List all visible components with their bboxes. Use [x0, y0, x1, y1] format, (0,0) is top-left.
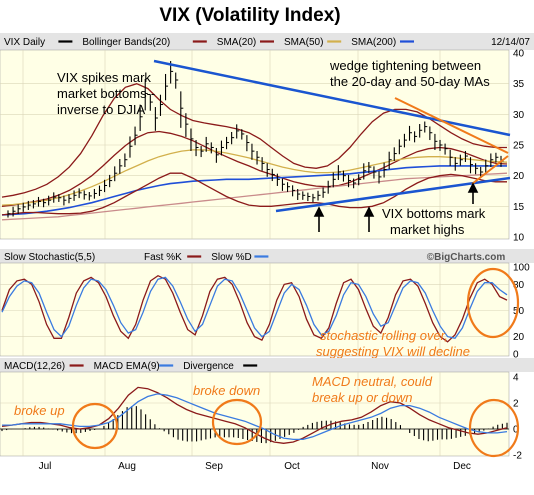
price-legend-item-3: SMA(50) — [284, 37, 323, 48]
wedge-lower-line — [471, 155, 509, 185]
annotation-stoch-2: suggesting VIX will decline — [316, 344, 470, 359]
macd-circle-broke-down — [211, 398, 263, 446]
macd-panel: MACD(12,26) MACD EMA(9) Divergence -2 0 2 4 b… — [0, 358, 534, 462]
x-axis-label-3: Oct — [284, 461, 300, 472]
x-axis-label-1: Aug — [118, 461, 136, 472]
price-ohlc-bars — [7, 61, 504, 218]
stochastic-highlight-circle — [466, 267, 520, 339]
macd-y-tick-3: 4 — [513, 373, 519, 384]
stochastic-y-tick-0: 0 — [513, 350, 519, 361]
macd-series-0 — [1, 386, 508, 444]
chart-title: VIX (Volatility Index) — [159, 5, 340, 26]
price-legend-item-4: SMA(200) — [351, 37, 396, 48]
price-series-3 — [1, 165, 507, 216]
price-y-tick-0: 10 — [513, 233, 525, 244]
macd-y-ticks: -2 0 2 4 — [513, 373, 522, 462]
price-legend-item-0: VIX Daily — [4, 37, 45, 48]
macd-legend: MACD(12,26) MACD EMA(9) Divergence — [4, 361, 258, 372]
annotation-spikes-2: market bottoms-- — [57, 86, 155, 101]
downtrend-line — [153, 59, 511, 137]
macd-circle-broke-up — [71, 402, 119, 450]
stochastic-legend-item-2: Slow %D — [211, 252, 252, 263]
price-panel-plot — [0, 49, 510, 240]
price-y-tick-5: 35 — [513, 79, 525, 90]
macd-header — [0, 358, 534, 372]
bottom-arrows — [313, 182, 479, 232]
x-axis-label-4: Nov — [371, 461, 389, 472]
annotation-spikes-3: inverse to DJIA — [57, 102, 145, 117]
stochastic-annotation: stochastic rolling over, suggesting VIX … — [316, 328, 470, 359]
stochastic-legend: Slow Stochastic(5,5) Fast %K Slow %D — [4, 252, 269, 263]
annotation-macd-neutral-2: break up or down — [312, 390, 412, 405]
macd-legend-item-2: Divergence — [183, 361, 234, 372]
price-y-tick-6: 40 — [513, 49, 525, 60]
price-legend: VIX Daily Bollinger Bands(20) SMA(20) SMA(5… — [4, 37, 530, 48]
macd-legend-item-1: MACD EMA(9) — [94, 361, 160, 372]
macd-series — [1, 386, 508, 444]
stochastic-y-tick-3: 80 — [513, 280, 525, 291]
price-legend-item-1: Bollinger Bands(20) — [82, 37, 170, 48]
annotation-macd-neutral-1: MACD neutral, could — [312, 374, 433, 389]
price-series-1 — [1, 130, 508, 207]
wedge-upper-line — [394, 97, 509, 154]
macd-series-1 — [2, 393, 508, 441]
stochastic-panel: Slow Stochastic(5,5) Fast %K Slow %D ©BigC… — [0, 249, 534, 361]
stochastic-y-ticks: 0 20 50 80 100 — [513, 263, 530, 361]
price-series-6 — [1, 172, 507, 216]
watermark: ©BigCharts.com — [427, 252, 506, 263]
annotation-wedge-2: the 20-day and 50-day MAs — [330, 74, 490, 89]
macd-y-tick-1: 0 — [513, 425, 519, 436]
price-annotation-left: VIX spikes mark market bottoms-- inverse… — [57, 70, 155, 117]
macd-legend-item-0: MACD(12,26) — [4, 361, 65, 372]
uptrend-line — [275, 176, 511, 213]
price-series-2 — [1, 149, 508, 206]
macd-y-tick-2: 2 — [513, 399, 519, 410]
price-series — [1, 83, 508, 221]
price-y-tick-4: 30 — [513, 110, 525, 121]
price-y-tick-3: 25 — [513, 141, 525, 152]
annotation-broke-up: broke up — [14, 403, 65, 418]
macd-circle-neutral — [468, 398, 520, 458]
annotation-broke-down: broke down — [193, 383, 260, 398]
price-legend-date: 12/14/07 — [491, 37, 530, 48]
macd-plot — [0, 371, 510, 457]
price-legend-item-2: SMA(20) — [217, 37, 256, 48]
x-axis-label-0: Jul — [39, 461, 52, 472]
annotation-bottoms-2: market highs — [390, 222, 465, 237]
price-annotation-wedge: wedge tightening between the 20-day and … — [329, 58, 490, 89]
price-series-5 — [1, 83, 507, 198]
annotation-bottoms-1: VIX bottoms mark — [382, 206, 486, 221]
x-axis-labels: Jul Aug Sep Oct Nov Dec — [39, 461, 471, 472]
stochastic-y-tick-2: 50 — [513, 306, 525, 317]
stochastic-series — [1, 274, 508, 343]
stochastic-legend-item-1: Fast %K — [144, 252, 182, 263]
macd-annotations: broke up broke down MACD neutral, could … — [14, 374, 433, 418]
annotation-wedge-1: wedge tightening between — [329, 58, 481, 73]
macd-y-tick-0: -2 — [513, 451, 522, 462]
stochastic-legend-item-0: Slow Stochastic(5,5) — [4, 252, 95, 263]
price-y-tick-2: 20 — [513, 171, 525, 182]
stochastic-series-0 — [1, 274, 508, 343]
stochastic-y-tick-1: 20 — [513, 332, 525, 343]
stochastic-series-1 — [1, 276, 508, 340]
stochastic-plot — [0, 262, 510, 357]
annotation-stoch-1: stochastic rolling over, — [320, 328, 448, 343]
x-axis-label-2: Sep — [205, 461, 223, 472]
price-y-tick-1: 15 — [513, 202, 525, 213]
stochastic-y-tick-4: 100 — [513, 263, 530, 274]
price-series-4 — [1, 172, 508, 221]
x-axis-label-5: Dec — [453, 461, 471, 472]
price-panel: VIX Daily Bollinger Bands(20) SMA(20) SMA(5… — [0, 33, 534, 244]
price-y-ticks: 10 15 20 25 30 35 40 — [513, 49, 525, 244]
annotation-spikes-1: VIX spikes mark — [57, 70, 151, 85]
price-annotation-bottoms: VIX bottoms mark market highs — [382, 206, 486, 237]
